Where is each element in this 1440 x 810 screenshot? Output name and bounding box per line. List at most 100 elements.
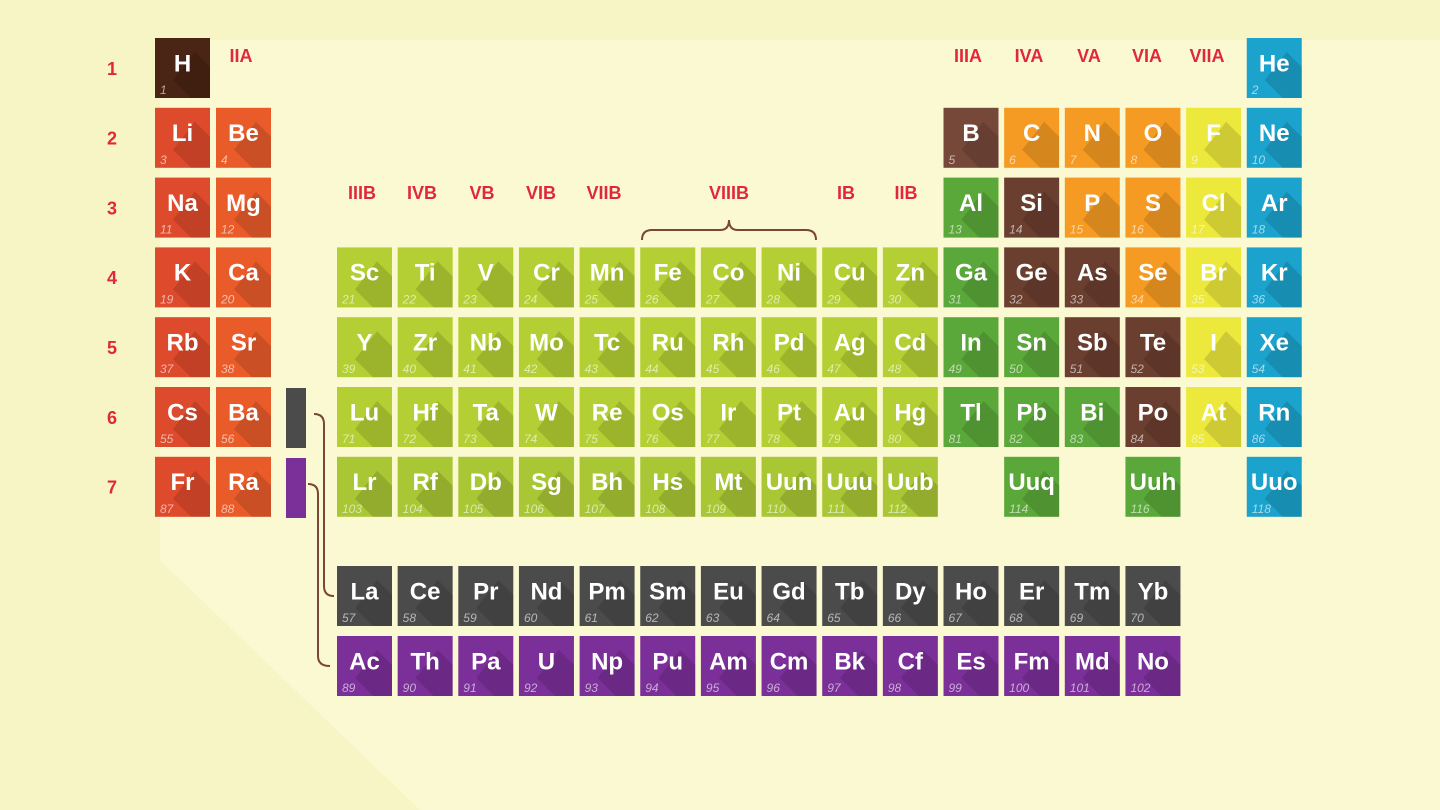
atomic-number: 30 xyxy=(888,292,902,306)
tile-bg xyxy=(579,317,635,378)
tile-shadow xyxy=(1143,470,1181,517)
tile-shadow xyxy=(173,261,210,308)
tile-bg xyxy=(1064,636,1120,696)
element-symbol: Y xyxy=(356,330,372,357)
tile-bg xyxy=(216,387,271,447)
element-symbol: Os xyxy=(652,399,684,426)
tile-shadow xyxy=(1143,121,1181,168)
tile-bg xyxy=(155,387,210,447)
tile-bg xyxy=(216,177,271,238)
element-symbol: Br xyxy=(1200,260,1227,287)
element-symbol: Ni xyxy=(777,260,801,287)
tile-bg xyxy=(700,456,756,517)
element-symbol: Pa xyxy=(471,648,501,675)
element-symbol: Zn xyxy=(896,260,925,287)
tile-bg xyxy=(1064,387,1120,447)
element-tile: Ra 88 xyxy=(216,456,271,517)
tile-shadow xyxy=(718,331,756,378)
element-tile: Rh 45 xyxy=(700,317,756,378)
element-tile: W 74 xyxy=(518,387,574,447)
element-symbol: Tb xyxy=(835,578,864,605)
element-tile: Ti 22 xyxy=(397,247,453,308)
atomic-number: 10 xyxy=(1252,153,1266,167)
tile-bg xyxy=(579,387,635,447)
tile-bg xyxy=(1125,456,1181,517)
tile-bg xyxy=(1246,38,1302,98)
tile-bg xyxy=(640,636,696,696)
atomic-number: 12 xyxy=(221,223,235,237)
tile-bg xyxy=(1246,107,1302,168)
atomic-number: 15 xyxy=(1070,223,1084,237)
atomic-number: 88 xyxy=(221,502,235,516)
element-symbol: Xe xyxy=(1260,330,1289,357)
atomic-number: 5 xyxy=(949,153,956,167)
element-symbol: Sc xyxy=(350,260,379,287)
atomic-number: 97 xyxy=(827,681,842,695)
element-tile: Np 93 xyxy=(579,636,635,696)
tile-bg xyxy=(155,317,210,378)
element-tile: Sm 62 xyxy=(640,566,696,626)
atomic-number: 76 xyxy=(645,432,659,446)
tile-shadow xyxy=(718,650,756,696)
element-symbol: Re xyxy=(592,399,623,426)
element-tile: Pu 94 xyxy=(640,636,696,696)
element-tile: Db 105 xyxy=(458,456,514,517)
tile-shadow xyxy=(597,470,635,517)
atomic-number: 96 xyxy=(767,681,781,695)
element-symbol: W xyxy=(535,399,558,426)
tile-bg xyxy=(397,456,453,517)
element-tile: Bh 107 xyxy=(579,456,635,517)
atomic-number: 61 xyxy=(585,611,598,625)
atomic-number: 77 xyxy=(706,432,721,446)
element-tile: Po 84 xyxy=(1125,387,1181,447)
atomic-number: 65 xyxy=(827,611,841,625)
tile-shadow xyxy=(1143,650,1181,696)
tile-bg xyxy=(943,636,999,696)
atomic-number: 84 xyxy=(1130,432,1144,446)
element-tile: Be4 xyxy=(216,107,271,168)
tile-bg xyxy=(943,177,999,238)
tile-shadow xyxy=(840,401,878,447)
tile-bg xyxy=(882,247,938,308)
element-tile: Ba 56 xyxy=(216,387,271,447)
tile-shadow xyxy=(1264,331,1302,378)
atomic-number: 32 xyxy=(1009,292,1023,306)
element-symbol: Bi xyxy=(1080,399,1104,426)
element-tile: Md 101 xyxy=(1064,636,1120,696)
atomic-number: 21 xyxy=(341,292,355,306)
tile-shadow xyxy=(355,470,392,517)
element-symbol: P xyxy=(1084,190,1100,217)
group-label: IIIA xyxy=(954,46,982,66)
element-tile: Pb 82 xyxy=(1004,387,1060,447)
tile-shadow xyxy=(1143,331,1181,378)
element-symbol: Ge xyxy=(1016,260,1048,287)
element-tile: Sn 50 xyxy=(1004,317,1060,378)
tile-shadow xyxy=(536,470,574,517)
atomic-number: 42 xyxy=(524,362,538,376)
tile-shadow xyxy=(718,401,756,447)
tile-bg xyxy=(1004,107,1060,168)
tile-shadow xyxy=(961,401,999,447)
element-tile: Am 95 xyxy=(700,636,756,696)
tile-bg xyxy=(1246,387,1302,447)
period-label: 4 xyxy=(107,268,117,288)
element-tile: Rb 37 xyxy=(155,317,210,378)
tile-shadow xyxy=(536,331,574,378)
element-tile: Al 13 xyxy=(943,177,999,238)
element-tile: Es 99 xyxy=(943,636,999,696)
atomic-number: 9 xyxy=(1191,153,1198,167)
tile-shadow xyxy=(718,470,756,517)
tile-shadow xyxy=(1143,191,1181,238)
element-symbol: Fm xyxy=(1014,648,1050,675)
element-tile: Ca 20 xyxy=(216,247,271,308)
tile-shadow xyxy=(1264,52,1302,98)
element-tile: Kr 36 xyxy=(1246,247,1302,308)
tile-bg xyxy=(458,636,514,696)
atomic-number: 78 xyxy=(767,432,781,446)
atomic-number: 116 xyxy=(1130,502,1149,516)
element-symbol: Cd xyxy=(894,330,926,357)
tile-bg xyxy=(640,247,696,308)
tile-bg xyxy=(579,636,635,696)
tile-shadow xyxy=(961,650,999,696)
tile-bg xyxy=(155,38,210,98)
